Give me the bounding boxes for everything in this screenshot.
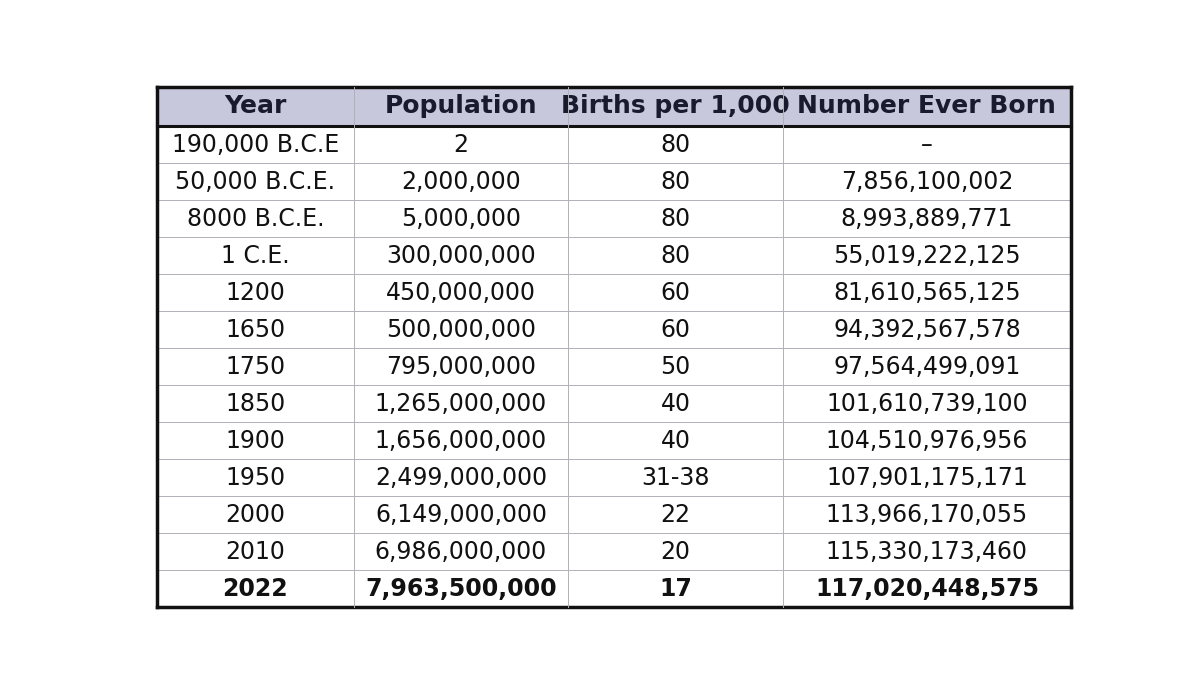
- Text: Births per 1,000: Births per 1,000: [562, 94, 789, 118]
- Text: 17: 17: [659, 576, 692, 600]
- Text: 1200: 1200: [225, 280, 285, 304]
- Text: 2022: 2022: [223, 576, 289, 600]
- Bar: [157, 200, 1071, 237]
- Text: 80: 80: [660, 133, 691, 157]
- Text: 40: 40: [660, 392, 690, 416]
- Text: 80: 80: [660, 170, 691, 194]
- Bar: [157, 385, 1071, 422]
- Text: 55,019,222,125: 55,019,222,125: [833, 244, 1021, 267]
- Text: Year: Year: [224, 94, 286, 118]
- Bar: [157, 533, 1071, 570]
- Text: 115,330,173,460: 115,330,173,460: [825, 540, 1028, 563]
- Text: –: –: [921, 133, 933, 157]
- Bar: [157, 459, 1071, 496]
- Text: 450,000,000: 450,000,000: [386, 280, 536, 304]
- Text: 1 C.E.: 1 C.E.: [222, 244, 290, 267]
- Text: 81,610,565,125: 81,610,565,125: [833, 280, 1021, 304]
- Text: 2,000,000: 2,000,000: [401, 170, 521, 194]
- Bar: [157, 496, 1071, 533]
- Text: 1900: 1900: [225, 429, 285, 453]
- Text: 20: 20: [660, 540, 690, 563]
- Text: 50,000 B.C.E.: 50,000 B.C.E.: [175, 170, 335, 194]
- Text: 31-38: 31-38: [641, 466, 710, 490]
- Bar: [157, 348, 1071, 385]
- Bar: [157, 237, 1071, 274]
- Bar: [157, 570, 1071, 607]
- Bar: [157, 126, 1071, 163]
- Text: 50: 50: [660, 354, 691, 379]
- Text: 1750: 1750: [225, 354, 285, 379]
- Text: 2: 2: [454, 133, 468, 157]
- Text: 80: 80: [660, 207, 691, 231]
- Text: 80: 80: [660, 244, 691, 267]
- Text: 2000: 2000: [225, 503, 285, 527]
- Text: 97,564,499,091: 97,564,499,091: [834, 354, 1021, 379]
- Text: 107,901,175,171: 107,901,175,171: [825, 466, 1028, 490]
- Text: 7,963,500,000: 7,963,500,000: [365, 576, 557, 600]
- Text: Number Ever Born: Number Ever Born: [798, 94, 1057, 118]
- Text: 7,856,100,002: 7,856,100,002: [841, 170, 1014, 194]
- Bar: [157, 311, 1071, 348]
- Text: 795,000,000: 795,000,000: [386, 354, 536, 379]
- Text: 1850: 1850: [225, 392, 285, 416]
- Text: 104,510,976,956: 104,510,976,956: [825, 429, 1028, 453]
- Text: 5,000,000: 5,000,000: [401, 207, 521, 231]
- Text: 1650: 1650: [225, 317, 285, 341]
- Text: 6,986,000,000: 6,986,000,000: [375, 540, 547, 563]
- Text: 8000 B.C.E.: 8000 B.C.E.: [187, 207, 325, 231]
- Text: 2,499,000,000: 2,499,000,000: [375, 466, 547, 490]
- Bar: [157, 422, 1071, 459]
- Text: 94,392,567,578: 94,392,567,578: [833, 317, 1021, 341]
- Text: 113,966,170,055: 113,966,170,055: [825, 503, 1028, 527]
- Text: 101,610,739,100: 101,610,739,100: [827, 392, 1028, 416]
- Text: 500,000,000: 500,000,000: [386, 317, 536, 341]
- Bar: [157, 274, 1071, 311]
- Text: 190,000 B.C.E: 190,000 B.C.E: [171, 133, 339, 157]
- Text: 117,020,448,575: 117,020,448,575: [815, 576, 1039, 600]
- Text: 22: 22: [660, 503, 690, 527]
- Text: 60: 60: [660, 280, 690, 304]
- Text: 1,265,000,000: 1,265,000,000: [375, 392, 547, 416]
- Text: 2010: 2010: [225, 540, 285, 563]
- Text: 8,993,889,771: 8,993,889,771: [841, 207, 1014, 231]
- Text: 6,149,000,000: 6,149,000,000: [375, 503, 547, 527]
- Text: 1,656,000,000: 1,656,000,000: [375, 429, 547, 453]
- Text: 300,000,000: 300,000,000: [386, 244, 536, 267]
- Text: 40: 40: [660, 429, 690, 453]
- Bar: [157, 163, 1071, 200]
- Text: 60: 60: [660, 317, 690, 341]
- Text: 1950: 1950: [225, 466, 285, 490]
- Text: Population: Population: [385, 94, 537, 118]
- Bar: [157, 87, 1071, 126]
